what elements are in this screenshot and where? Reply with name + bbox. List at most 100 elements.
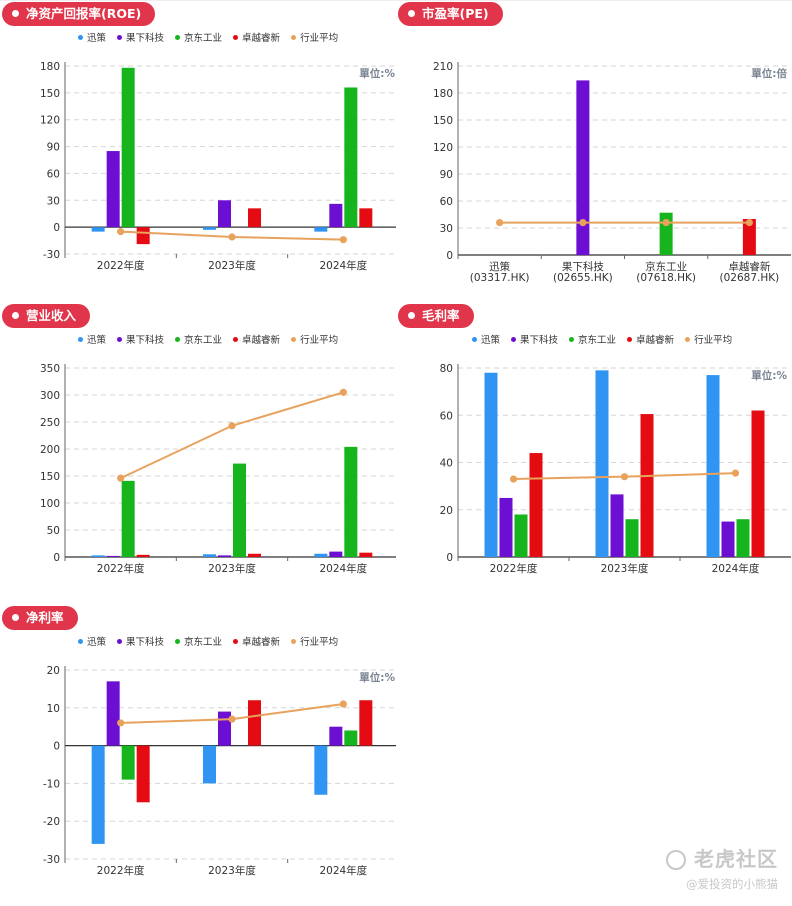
watermark-user: @爱投资的小熊猫 [686,877,778,891]
legend-label: 京东工业 [184,335,223,346]
bar [121,67,135,228]
x-tick-label: (02687.HK) [720,272,780,284]
average-point [496,219,504,227]
chart-legend: 迅策 果下科技 京东工业 卓越睿新 行业平均 [78,634,349,648]
legend-item[interactable]: 迅策 [78,30,106,44]
legend-label: 行业平均 [300,335,339,346]
bar [203,554,216,557]
legend-swatch-icon [627,337,633,342]
average-point [339,388,347,396]
pill-dot-icon [12,614,19,621]
average-point [620,473,629,481]
bar [218,555,231,557]
average-point [339,700,347,708]
legend-item[interactable]: 卓越睿新 [233,332,280,346]
legend-item[interactable]: 京东工业 [175,332,222,346]
legend-swatch-icon [233,639,239,644]
bar [329,551,343,557]
net-margin-title: 净利率 [26,610,64,625]
legend-swatch-icon [78,337,83,342]
x-tick-label: 2023年度 [208,864,256,877]
legend-item[interactable]: 果下科技 [117,332,164,346]
bar [233,463,246,557]
average-point [509,475,518,483]
legend-swatch-icon [511,337,517,342]
y-tick-label: 120 [40,115,60,127]
legend-item[interactable]: 京东工业 [569,332,616,346]
bar [529,453,543,557]
legend-label: 卓越睿新 [242,335,281,346]
legend-item[interactable]: 卓越睿新 [627,332,674,346]
legend-swatch-icon [569,337,575,342]
y-tick-label: 150 [433,115,453,127]
bar [136,745,150,803]
legend-item[interactable]: 行业平均 [291,30,338,44]
legend-item[interactable]: 迅策 [472,332,500,346]
net-margin-chart: -30 -20 -10 0 10 20 2022年度 2023年度 2024年度 單位:% [43,665,396,877]
bar [721,521,735,557]
bar [218,200,231,228]
y-tick-label: 0 [53,222,60,234]
legend-label: 果下科技 [520,335,559,346]
watermark-brand: 老虎社区 [666,843,778,872]
legend-item[interactable]: 迅策 [78,634,106,648]
bar [106,555,120,557]
y-tick-label: 200 [40,444,60,456]
legend-item[interactable]: 京东工业 [175,634,222,648]
y-tick-label: 0 [53,741,60,753]
gross-margin-title: 毛利率 [422,308,460,323]
y-tick-label: 0 [446,250,453,262]
average-point [117,228,125,236]
average-point [117,719,125,727]
legend-swatch-icon [291,639,297,644]
y-tick-label: 100 [40,498,60,510]
legend-label: 果下科技 [126,335,165,346]
roe-title: 净资产回报率(ROE) [26,6,142,21]
y-tick-label: -10 [43,778,60,790]
bar [359,208,373,228]
legend-swatch-icon [78,639,83,644]
y-tick-label: 350 [40,363,60,375]
legend-item[interactable]: 迅策 [78,332,106,346]
unit-label: 單位:% [751,369,787,382]
legend-label: 卓越睿新 [636,335,675,346]
bar [106,681,120,746]
bar [91,555,105,557]
legend-item[interactable]: 行业平均 [291,634,338,648]
average-point [228,422,236,430]
pe-title-pill: 市盈率(PE) [398,2,503,26]
y-tick-label: 60 [440,410,453,422]
legend-item[interactable]: 卓越睿新 [233,30,280,44]
y-tick-label: 0 [446,552,453,564]
legend-label: 迅策 [87,637,107,648]
average-point [228,715,236,723]
bar [203,227,216,230]
legend-item[interactable]: 果下科技 [511,332,558,346]
bar [329,203,343,228]
chart-legend: 迅策 果下科技 京东工业 卓越睿新 行业平均 [78,30,349,44]
average-point [339,236,347,244]
average-point [579,219,587,227]
roe-chart-panel: -30 0 30 60 90 120 150 180 2022年度 2023年度 2024年度 單位:… [0,0,396,302]
legend-label: 迅策 [87,33,107,44]
pill-dot-icon [408,312,415,319]
gross-margin-chart: 0 20 40 60 80 2022年度 2023年度 2024年度 單位:% [440,363,791,575]
y-tick-label: 40 [440,458,453,470]
legend-item[interactable]: 行业平均 [291,332,338,346]
watermark: 老虎社区 @爱投资的小熊猫 [666,843,778,892]
average-point [117,474,125,482]
legend-item[interactable]: 京东工业 [175,30,222,44]
revenue-title: 营业收入 [26,308,77,323]
pe-title: 市盈率(PE) [422,6,489,21]
bar [248,553,261,557]
bar [106,151,120,228]
bar [359,700,373,746]
legend-item[interactable]: 卓越睿新 [233,634,280,648]
legend-swatch-icon [291,35,297,40]
legend-item[interactable]: 行业平均 [685,332,732,346]
legend-item[interactable]: 果下科技 [117,30,164,44]
pe-chart: 0 30 60 90 120 150 180 210 迅策(03317.HK) 果下科技(0265… [433,61,791,284]
legend-label: 卓越睿新 [242,637,281,648]
legend-swatch-icon [117,35,123,40]
legend-item[interactable]: 果下科技 [117,634,164,648]
